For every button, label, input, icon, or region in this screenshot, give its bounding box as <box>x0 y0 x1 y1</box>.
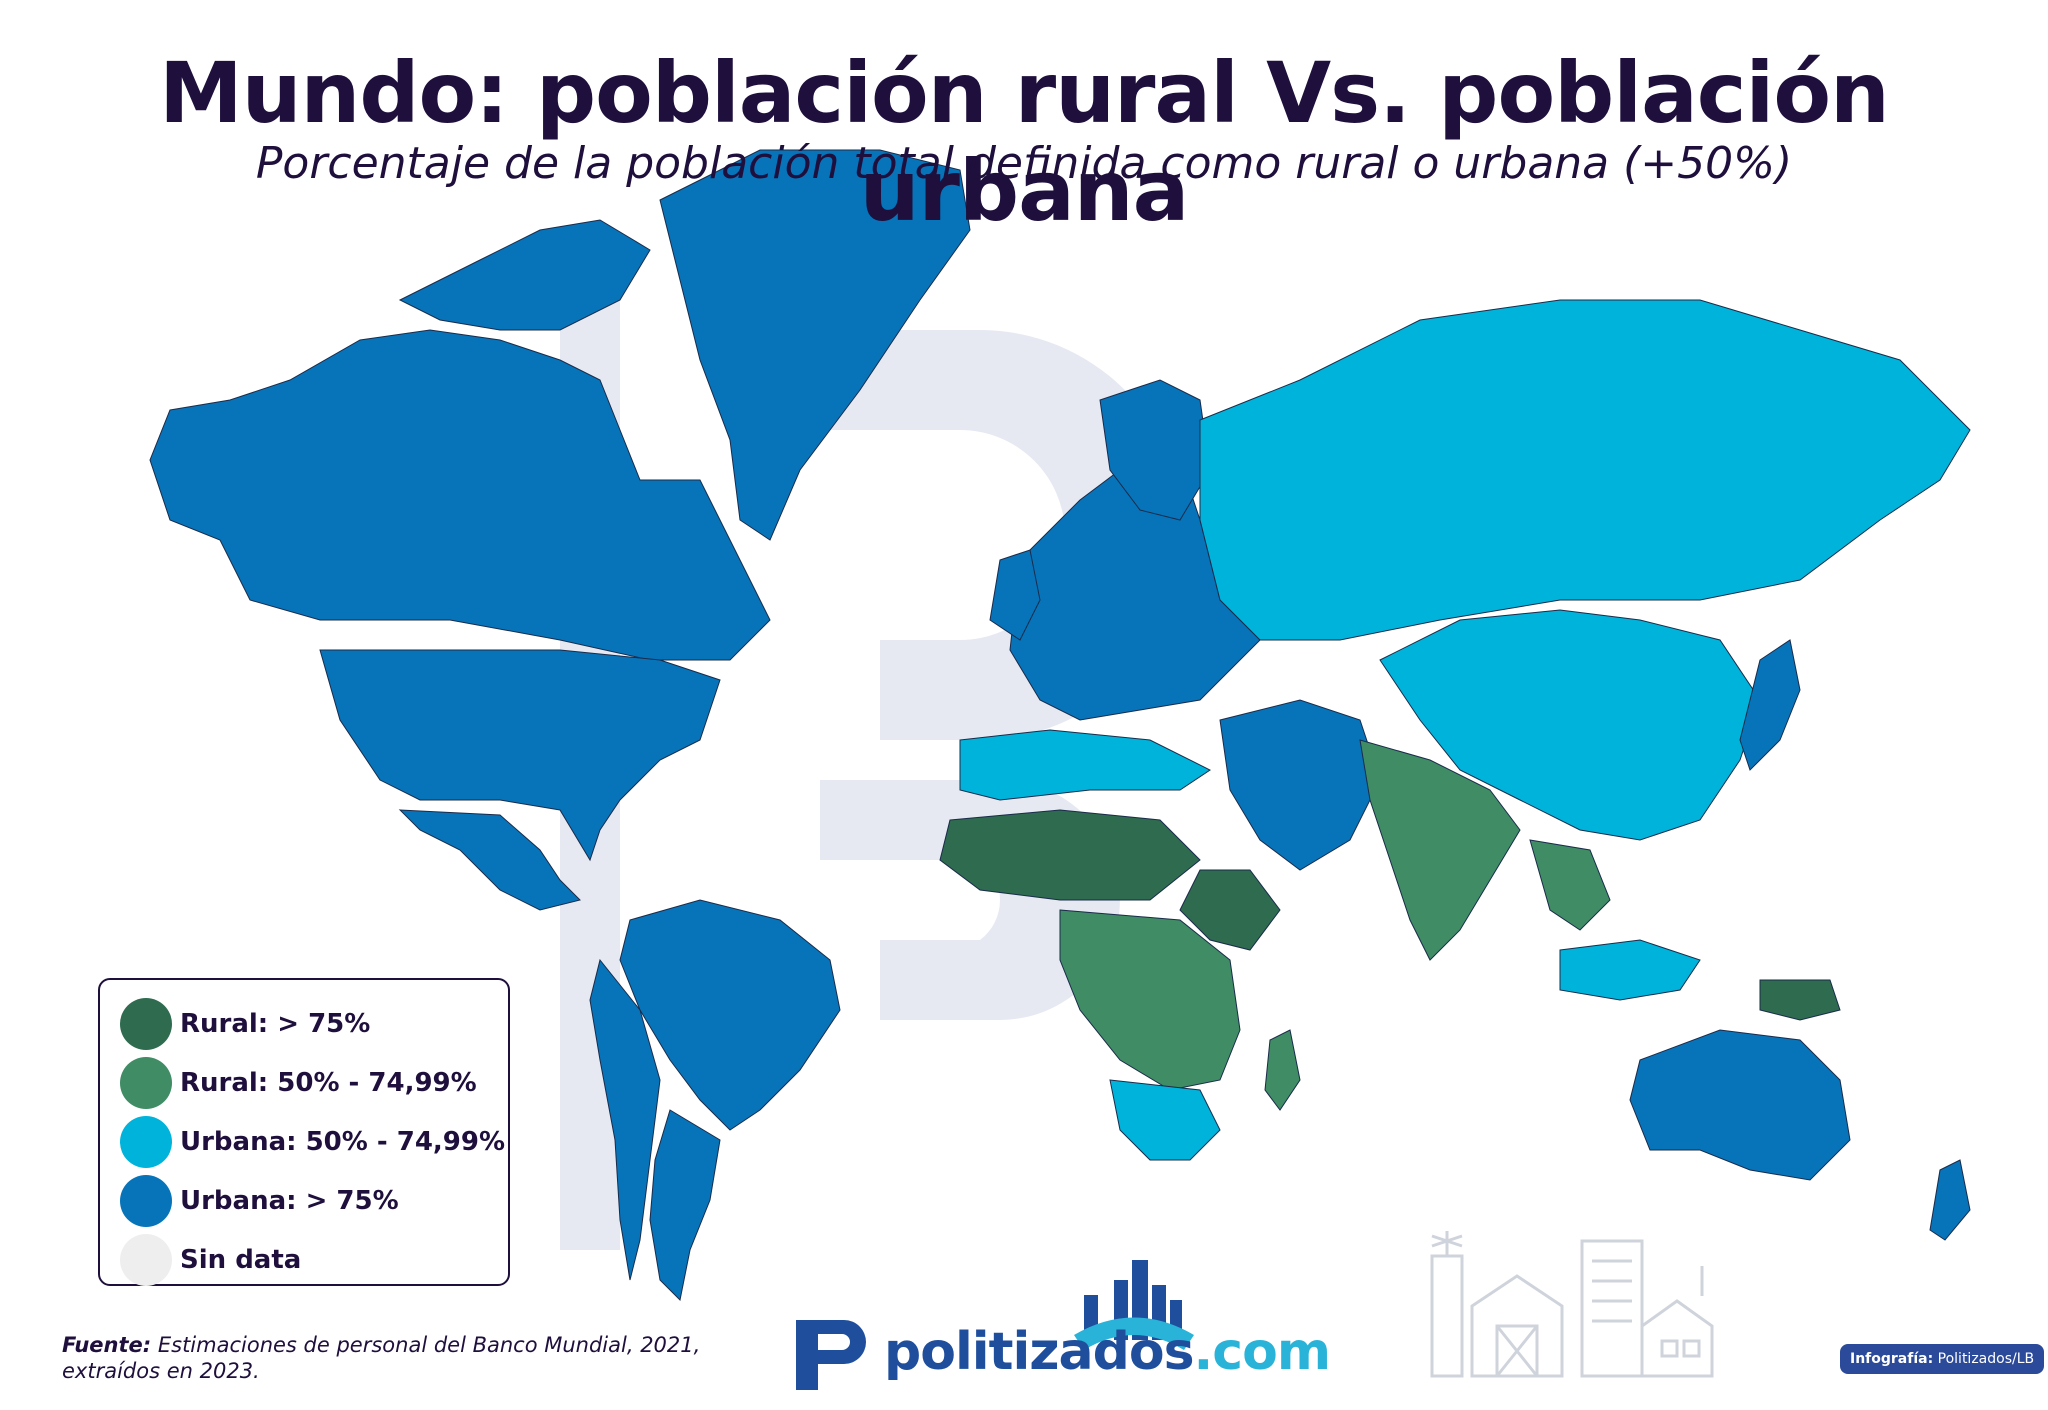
brand-logo: politizados.com <box>784 1240 1331 1400</box>
city-skyline-icon <box>796 1260 1194 1390</box>
politizados-p-icon <box>796 1320 866 1390</box>
region-sahel <box>939 809 1201 901</box>
legend-item-rural-50: Rural: 50% - 74,99% <box>120 1053 508 1112</box>
legend-swatch <box>120 997 172 1050</box>
legend-label: Urbana: > 75% <box>180 1185 399 1216</box>
legend-swatch <box>120 1174 172 1227</box>
region-middle-east <box>1219 699 1381 871</box>
legend-label: Urbana: 50% - 74,99% <box>180 1126 506 1157</box>
region-south-africa <box>1109 1079 1221 1161</box>
legend-label: Rural: 50% - 74,99% <box>180 1067 477 1098</box>
region-indonesia <box>1559 939 1701 1001</box>
region-scandinavia <box>1099 379 1211 521</box>
brand-name: politizados.com <box>884 1322 1331 1382</box>
region-china <box>1379 609 1761 841</box>
region-new-zealand <box>1929 1159 1971 1241</box>
brand-domain: .com <box>1193 1322 1331 1382</box>
region-southeast-asia <box>1529 839 1611 931</box>
source-label: Fuente: <box>62 1333 152 1357</box>
legend-label: Sin data <box>180 1244 302 1275</box>
legend-swatch <box>120 1115 172 1168</box>
region-greenland <box>659 149 971 541</box>
legend-swatch <box>120 1056 172 1109</box>
source-note: Fuente: Estimaciones de personal del Ban… <box>62 1332 742 1384</box>
legend-item-urbana-50: Urbana: 50% - 74,99% <box>120 1112 508 1171</box>
region-madagascar <box>1264 1029 1301 1111</box>
region-japan <box>1739 639 1801 771</box>
region-central-africa <box>1059 909 1241 1091</box>
region-usa <box>319 649 721 862</box>
region-mexico <box>398 809 581 911</box>
credit-text: Politizados/LB <box>1937 1351 2035 1367</box>
credit-label: Infografía: <box>1850 1351 1934 1367</box>
region-ethiopia <box>1179 869 1281 951</box>
region-papua <box>1759 979 1841 1021</box>
region-australia <box>1629 1029 1851 1181</box>
legend-item-sin-data: Sin data <box>120 1230 508 1289</box>
map-title: Mundo: población rural Vs. población urb… <box>159 44 1890 240</box>
source-text: Estimaciones de personal del Banco Mundi… <box>62 1333 701 1383</box>
region-russia <box>1199 299 1971 641</box>
legend-item-urbana-75: Urbana: > 75% <box>120 1171 508 1230</box>
map-subtitle: Porcentaje de la población total definid… <box>255 138 1793 189</box>
region-india <box>1359 739 1521 961</box>
region-canada <box>149 329 771 661</box>
brand-name-text: politizados <box>884 1322 1195 1382</box>
legend-label: Rural: > 75% <box>180 1008 371 1039</box>
region-north-africa <box>959 729 1211 801</box>
region-uk <box>989 549 1041 641</box>
region-arctic-islands <box>398 219 651 331</box>
farm-and-city-icon <box>1430 1231 1714 1378</box>
region-andes <box>589 958 661 1281</box>
region-argentina <box>649 1109 721 1302</box>
map-legend: Rural: > 75% Rural: 50% - 74,99% Urbana:… <box>98 978 510 1286</box>
credit-badge: Infografía: Politizados/LB <box>1840 1344 2045 1374</box>
legend-swatch <box>120 1233 172 1286</box>
legend-item-rural-75: Rural: > 75% <box>120 994 508 1053</box>
